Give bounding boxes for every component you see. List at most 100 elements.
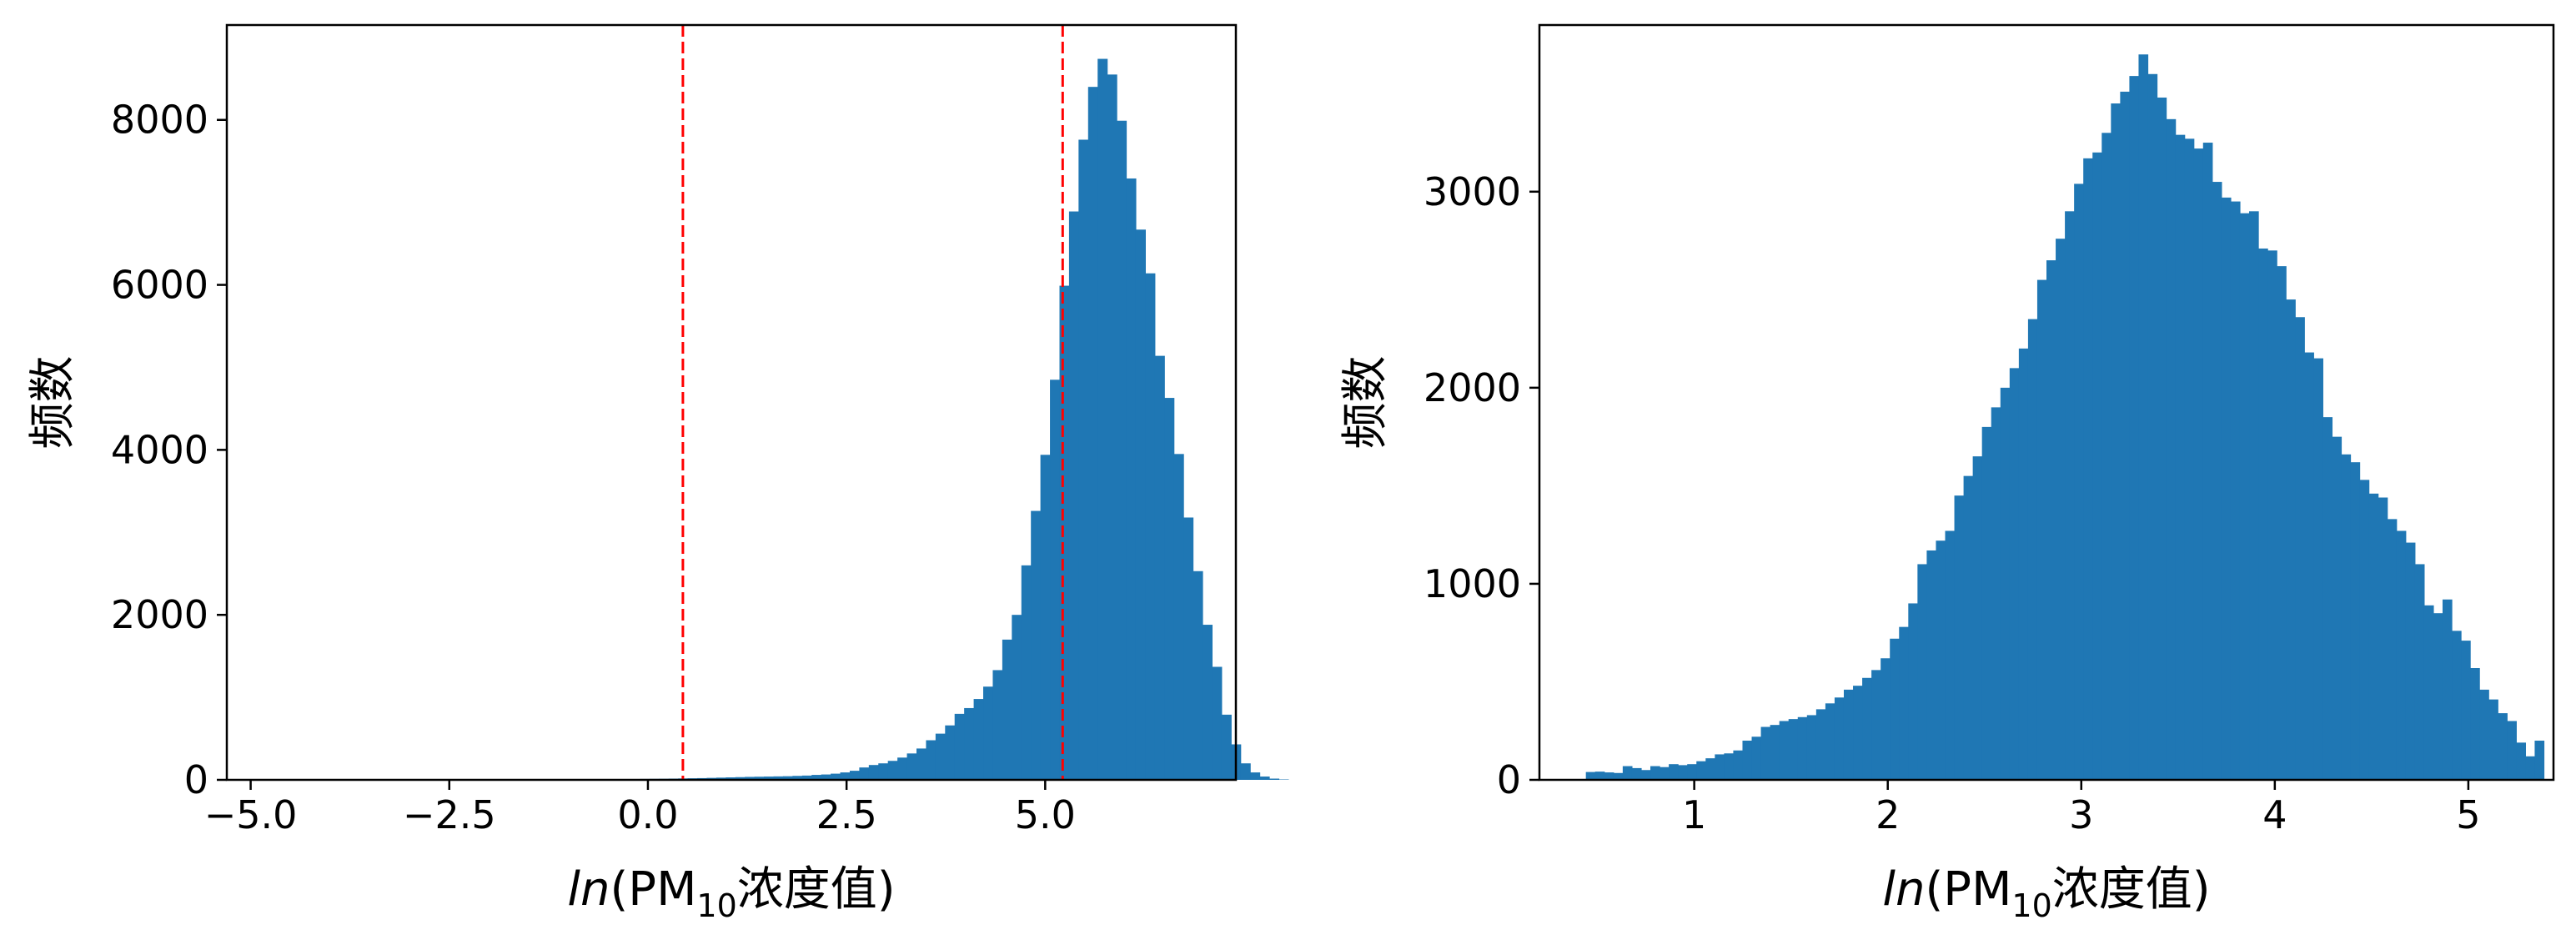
histogram-bar xyxy=(1174,454,1184,780)
histogram-bar xyxy=(1853,686,1863,780)
histogram-bar xyxy=(992,670,1002,780)
histogram-bar xyxy=(1687,764,1697,780)
histogram-bar xyxy=(916,748,926,780)
histogram-bar xyxy=(2176,135,2186,780)
histogram-bar xyxy=(1991,407,2001,780)
histogram-bar xyxy=(955,714,965,780)
histogram-bar xyxy=(1604,772,1614,780)
histogram-bar xyxy=(1002,640,1012,780)
histogram-bar xyxy=(2231,202,2241,780)
histogram-bar xyxy=(2138,54,2148,780)
histogram-bar xyxy=(1193,571,1203,780)
histogram-bar xyxy=(2277,266,2287,780)
histogram-bar xyxy=(926,741,936,780)
histogram-bar xyxy=(2120,92,2130,780)
histogram-bar xyxy=(1678,765,1688,780)
histogram-bar xyxy=(907,753,917,780)
y-tick-label: 4000 xyxy=(111,427,208,472)
histogram-bar xyxy=(2065,211,2075,780)
histogram-bar xyxy=(2019,349,2029,780)
histogram-bar xyxy=(2148,74,2158,780)
histogram-bar xyxy=(2507,721,2517,780)
histogram-bar xyxy=(2001,388,2011,780)
histogram-bar xyxy=(1164,398,1174,780)
histogram-bar xyxy=(1733,751,1743,780)
histogram-bar xyxy=(1899,627,1909,780)
histogram-bar xyxy=(1222,715,1232,780)
histogram-bar xyxy=(1696,762,1706,780)
y-tick-label: 2000 xyxy=(1424,365,1521,410)
histogram-bar xyxy=(2433,613,2443,780)
x-tick-label: 0.0 xyxy=(617,792,678,837)
histogram-bar xyxy=(1107,74,1117,780)
histogram-bar xyxy=(1078,139,1088,780)
histogram-bar xyxy=(1012,615,1022,780)
histogram-bar xyxy=(1761,727,1771,780)
histogram-bar xyxy=(1660,767,1670,780)
histogram-bar xyxy=(1945,530,1955,780)
histogram-bar xyxy=(2498,713,2508,780)
histogram-bar xyxy=(2083,158,2093,780)
histogram-bar xyxy=(2397,530,2407,780)
histogram-bar xyxy=(2443,600,2453,780)
histogram-bar xyxy=(2360,480,2370,780)
histogram-bar xyxy=(1752,736,1762,780)
histogram-bar xyxy=(1890,639,1900,780)
y-tick-label: 6000 xyxy=(111,263,208,308)
histogram-bar xyxy=(1050,379,1060,780)
histogram-bar xyxy=(2111,103,2121,780)
x-tick-label: 5.0 xyxy=(1015,792,1076,837)
histogram-bar xyxy=(1595,772,1605,780)
histogram-bar xyxy=(2249,211,2259,780)
histogram-bar xyxy=(2258,249,2268,780)
histogram-bar xyxy=(2479,690,2489,780)
histogram-bar xyxy=(2322,417,2332,780)
histogram-bar xyxy=(1926,550,1936,780)
histogram-bar xyxy=(1632,768,1642,780)
histogram-bar xyxy=(1641,770,1651,780)
histogram-bar xyxy=(2470,668,2480,780)
y-tick-label: 3000 xyxy=(1424,169,1521,214)
histogram-bar xyxy=(1097,59,1107,780)
x-tick-label: 2.5 xyxy=(816,792,877,837)
histogram-bar xyxy=(2010,368,2020,780)
y-axis-title: 频数 xyxy=(26,356,80,450)
x-axis-title-unit: 浓度值) xyxy=(2052,862,2211,917)
x-axis-title: ln(PM10浓度值) xyxy=(1882,862,2210,924)
y-axis-title: 频数 xyxy=(1338,356,1393,450)
histogram-bar xyxy=(2369,494,2379,780)
histogram-bar xyxy=(2313,359,2323,780)
histogram-bar xyxy=(2267,250,2277,780)
histogram-bar xyxy=(1780,721,1790,780)
histogram-bar xyxy=(1145,274,1155,780)
histogram-bar xyxy=(1807,715,1817,780)
histogram-bar xyxy=(2332,437,2342,780)
histogram-bar xyxy=(1117,121,1127,780)
x-axis-title-subscript: 10 xyxy=(696,887,736,924)
histogram-bar xyxy=(859,767,869,780)
histogram-bar xyxy=(2534,741,2544,780)
y-tick-label: 0 xyxy=(184,757,208,802)
histogram-bar xyxy=(1260,777,1270,780)
histogram-bar xyxy=(1250,772,1260,780)
histogram-bar xyxy=(1724,753,1734,780)
histogram-bar xyxy=(1862,678,1872,780)
histogram-bar xyxy=(2056,239,2066,780)
histogram-bar xyxy=(1586,772,1596,780)
histogram-bar xyxy=(2525,756,2535,780)
histogram-bar xyxy=(1069,212,1079,780)
x-axis-title-ln: ln xyxy=(1882,862,1925,917)
histogram-bar xyxy=(945,726,955,780)
histogram-bar xyxy=(1031,511,1041,780)
x-tick-label: 1 xyxy=(1682,792,1706,837)
histogram-bar xyxy=(2157,98,2167,780)
histogram-bar xyxy=(2295,317,2305,780)
histogram-bar xyxy=(1059,286,1069,780)
histogram-bar xyxy=(1770,725,1780,780)
histogram-bar xyxy=(1798,717,1808,780)
histogram-bar xyxy=(2203,143,2213,780)
histogram-bar xyxy=(1155,356,1165,780)
histogram-bar xyxy=(964,708,974,780)
